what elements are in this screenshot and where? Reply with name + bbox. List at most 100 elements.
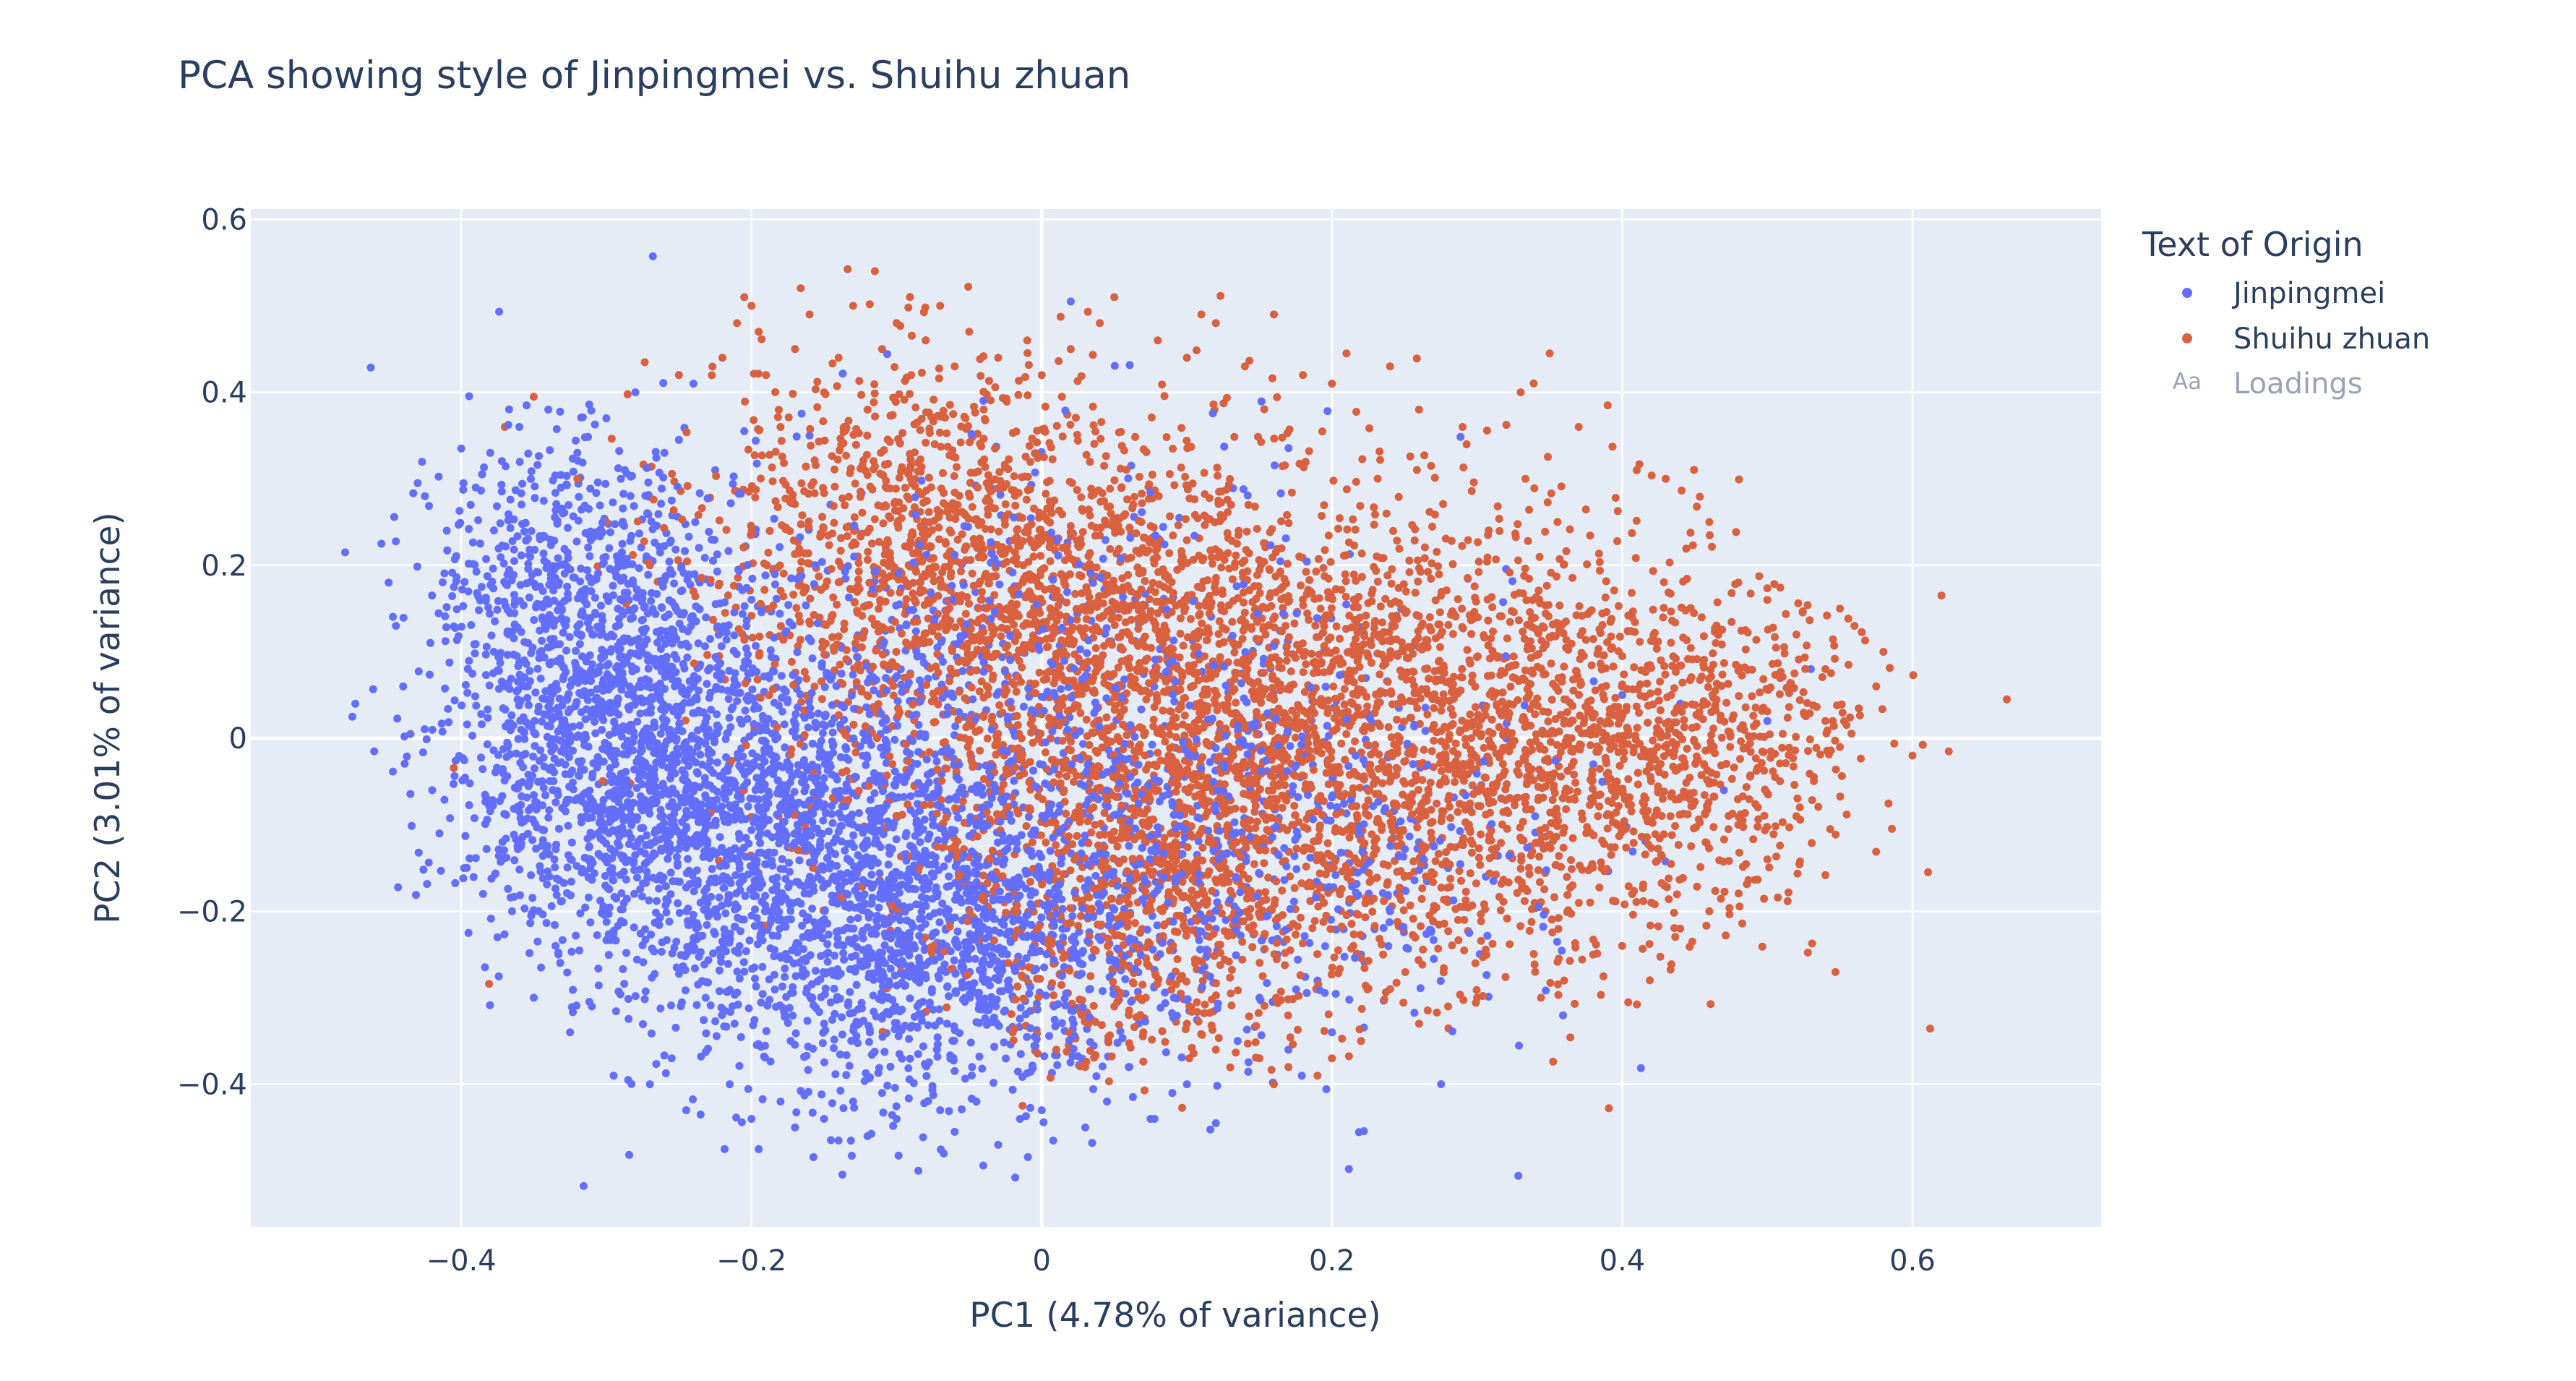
point-jinpingmei bbox=[472, 702, 480, 710]
point-jinpingmei bbox=[1332, 990, 1340, 998]
point-shuihu-zhuan bbox=[864, 529, 872, 536]
point-jinpingmei bbox=[481, 963, 489, 971]
point-jinpingmei bbox=[1303, 989, 1311, 997]
point-shuihu-zhuan bbox=[903, 492, 911, 500]
point-jinpingmei bbox=[809, 1109, 817, 1117]
point-jinpingmei bbox=[728, 706, 736, 714]
point-jinpingmei bbox=[1290, 898, 1298, 906]
point-jinpingmei bbox=[661, 741, 669, 749]
point-jinpingmei bbox=[443, 603, 451, 611]
point-jinpingmei bbox=[515, 735, 523, 743]
point-shuihu-zhuan bbox=[1078, 589, 1086, 597]
point-shuihu-zhuan bbox=[797, 558, 805, 566]
point-jinpingmei bbox=[696, 489, 704, 497]
point-shuihu-zhuan bbox=[995, 701, 1003, 709]
point-shuihu-zhuan bbox=[1336, 635, 1344, 643]
point-jinpingmei bbox=[752, 668, 760, 676]
point-shuihu-zhuan bbox=[837, 441, 845, 449]
point-shuihu-zhuan bbox=[1163, 433, 1171, 441]
point-shuihu-zhuan bbox=[1064, 549, 1072, 557]
point-jinpingmei bbox=[480, 463, 488, 471]
point-jinpingmei bbox=[820, 800, 828, 808]
point-jinpingmei bbox=[508, 907, 516, 915]
point-jinpingmei bbox=[563, 583, 571, 591]
point-shuihu-zhuan bbox=[1138, 499, 1146, 507]
point-shuihu-zhuan bbox=[1092, 644, 1100, 652]
point-jinpingmei bbox=[533, 461, 541, 469]
point-shuihu-zhuan bbox=[742, 741, 750, 749]
point-shuihu-zhuan bbox=[789, 390, 797, 398]
point-jinpingmei bbox=[781, 973, 789, 981]
point-shuihu-zhuan bbox=[668, 470, 676, 478]
point-shuihu-zhuan bbox=[1349, 516, 1357, 523]
point-jinpingmei bbox=[1002, 1055, 1010, 1063]
point-jinpingmei bbox=[755, 1145, 763, 1153]
point-shuihu-zhuan bbox=[861, 627, 869, 635]
point-jinpingmei bbox=[596, 662, 604, 670]
point-shuihu-zhuan bbox=[1067, 737, 1075, 745]
point-shuihu-zhuan bbox=[1003, 558, 1010, 566]
point-shuihu-zhuan bbox=[775, 406, 783, 414]
point-shuihu-zhuan bbox=[848, 542, 856, 550]
point-shuihu-zhuan bbox=[624, 390, 632, 398]
point-jinpingmei bbox=[776, 543, 783, 551]
point-shuihu-zhuan bbox=[893, 648, 901, 656]
point-jinpingmei bbox=[1121, 975, 1129, 983]
point-shuihu-zhuan bbox=[1165, 550, 1173, 557]
point-shuihu-zhuan bbox=[965, 600, 973, 608]
point-shuihu-zhuan bbox=[934, 632, 942, 640]
point-shuihu-zhuan bbox=[845, 493, 853, 501]
point-jinpingmei bbox=[1417, 984, 1425, 992]
point-shuihu-zhuan bbox=[932, 662, 940, 670]
point-shuihu-zhuan bbox=[715, 581, 723, 589]
point-jinpingmei bbox=[666, 918, 674, 925]
point-shuihu-zhuan bbox=[836, 661, 844, 669]
point-jinpingmei bbox=[1508, 577, 1516, 585]
point-shuihu-zhuan bbox=[969, 570, 976, 578]
point-jinpingmei bbox=[586, 651, 594, 659]
point-shuihu-zhuan bbox=[927, 543, 935, 551]
point-jinpingmei bbox=[575, 731, 583, 739]
point-shuihu-zhuan bbox=[896, 589, 903, 597]
point-jinpingmei bbox=[515, 423, 523, 431]
point-jinpingmei bbox=[748, 575, 756, 583]
point-jinpingmei bbox=[415, 849, 423, 857]
point-shuihu-zhuan bbox=[869, 486, 877, 494]
point-shuihu-zhuan bbox=[1614, 507, 1622, 515]
point-jinpingmei bbox=[641, 995, 649, 1003]
point-jinpingmei bbox=[1017, 1004, 1025, 1012]
point-shuihu-zhuan bbox=[1284, 560, 1292, 568]
point-shuihu-zhuan bbox=[970, 403, 978, 411]
point-jinpingmei bbox=[812, 722, 820, 730]
point-shuihu-zhuan bbox=[777, 622, 785, 630]
point-jinpingmei bbox=[428, 591, 436, 599]
point-jinpingmei bbox=[776, 1098, 784, 1106]
point-shuihu-zhuan bbox=[806, 595, 814, 603]
point-shuihu-zhuan bbox=[813, 378, 821, 386]
point-shuihu-zhuan bbox=[751, 494, 759, 502]
point-jinpingmei bbox=[482, 671, 490, 679]
point-shuihu-zhuan bbox=[1042, 490, 1049, 498]
point-shuihu-zhuan bbox=[1214, 472, 1222, 480]
point-jinpingmei bbox=[726, 714, 734, 722]
point-shuihu-zhuan bbox=[947, 573, 955, 581]
point-shuihu-zhuan bbox=[825, 541, 833, 549]
point-jinpingmei bbox=[1243, 1026, 1251, 1034]
point-jinpingmei bbox=[639, 958, 647, 966]
point-jinpingmei bbox=[554, 951, 562, 959]
point-jinpingmei bbox=[524, 534, 532, 542]
point-jinpingmei bbox=[564, 709, 572, 717]
point-jinpingmei bbox=[664, 897, 671, 905]
point-jinpingmei bbox=[572, 437, 580, 445]
point-jinpingmei bbox=[445, 659, 453, 667]
point-jinpingmei bbox=[682, 1106, 690, 1114]
point-shuihu-zhuan bbox=[904, 582, 912, 590]
point-jinpingmei bbox=[721, 1145, 729, 1153]
point-jinpingmei bbox=[1068, 912, 1076, 920]
point-shuihu-zhuan bbox=[818, 695, 826, 703]
point-jinpingmei bbox=[943, 1019, 951, 1027]
point-jinpingmei bbox=[460, 864, 468, 872]
point-jinpingmei bbox=[434, 473, 442, 481]
point-shuihu-zhuan bbox=[1302, 568, 1310, 576]
point-shuihu-zhuan bbox=[1046, 439, 1054, 447]
